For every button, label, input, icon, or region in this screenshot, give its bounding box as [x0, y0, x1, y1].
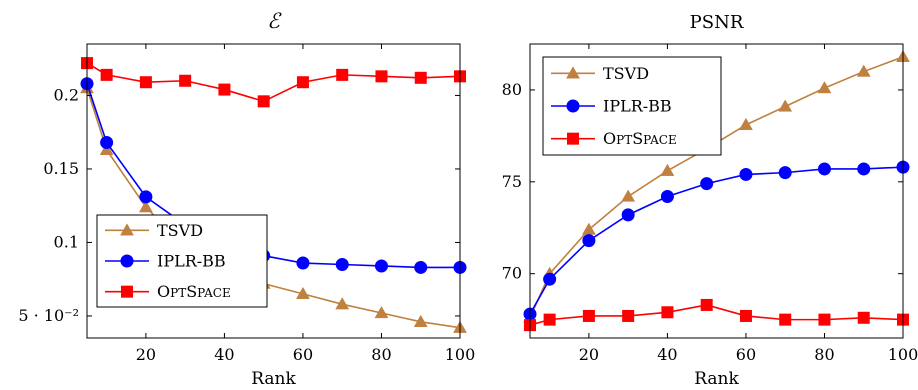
data-point-iplrbb: [296, 256, 310, 270]
x-axis-label: Rank: [251, 369, 296, 389]
legend-marker: [567, 132, 579, 145]
y-tick-label: 0.15: [43, 159, 79, 178]
data-point-iplrbb: [100, 135, 114, 149]
plot-frame: [86, 43, 461, 339]
data-point-optspace: [739, 309, 752, 322]
data-point-optspace: [818, 313, 831, 326]
data-point-tsvd: [856, 64, 871, 77]
data-point-tsvd: [296, 286, 310, 300]
plot-frame: [529, 43, 904, 339]
data-point-optspace: [375, 70, 388, 83]
x-tick-label: 60: [736, 345, 756, 364]
data-point-iplrbb: [543, 272, 557, 286]
data-point-optspace: [179, 74, 192, 87]
data-point-optspace: [543, 313, 556, 326]
legend-label: TSVD: [157, 221, 203, 240]
legend: TSVD IPLR-BB OPTSPACE: [96, 214, 268, 308]
x-tick-label: 80: [371, 345, 391, 364]
data-point-iplrbb: [660, 190, 674, 204]
legend-marker: [120, 223, 134, 236]
data-point-optspace: [622, 309, 635, 322]
data-point-iplrbb: [374, 259, 388, 273]
data-point-optspace: [857, 311, 870, 324]
legend-marker: [120, 254, 134, 268]
data-point-tsvd: [778, 99, 793, 112]
data-point-optspace: [779, 313, 792, 326]
data-point-tsvd: [621, 189, 636, 202]
legend-label: IPLR-BB: [603, 97, 672, 116]
data-point-iplrbb: [582, 234, 596, 248]
data-point-optspace: [218, 83, 231, 96]
legend-label: OPTSPACE: [603, 129, 677, 148]
legend-label: TSVD: [603, 64, 649, 83]
legend-marker: [566, 99, 580, 113]
psnr-chart: PSNR 20 40 60 80 100 70 75 80 Rank TSVD IPLR-BB OPTS…: [502, 12, 918, 389]
data-point-optspace: [296, 76, 309, 89]
data-point-iplrbb: [739, 167, 753, 181]
data-point-tsvd: [739, 117, 753, 130]
data-point-tsvd: [817, 81, 832, 94]
chart-title: ℰ: [267, 9, 282, 33]
data-point-tsvd: [138, 200, 153, 213]
x-tick-label: 60: [293, 345, 313, 364]
y-tick-label: 75: [502, 172, 522, 191]
data-point-iplrbb: [778, 166, 792, 180]
y-tick-label: 5 · 10⁻²: [18, 306, 79, 325]
legend: TSVD IPLR-BB OPTSPACE: [542, 56, 722, 156]
x-tick-label: 80: [814, 345, 834, 364]
data-point-iplrbb: [857, 162, 871, 176]
data-point-iplrbb: [414, 260, 428, 274]
data-point-iplrbb: [335, 258, 349, 271]
data-point-iplrbb: [700, 177, 714, 191]
data-point-tsvd: [99, 142, 114, 155]
y-tick-label: 0.1: [54, 232, 79, 251]
data-point-tsvd: [374, 306, 389, 319]
data-point-optspace: [336, 68, 349, 81]
x-tick-label: 40: [657, 345, 677, 364]
data-point-optspace: [414, 71, 427, 84]
legend-label: OPTSPACE: [157, 282, 231, 301]
data-point-tsvd: [660, 163, 675, 176]
data-point-optspace: [582, 309, 595, 322]
chart-title: PSNR: [690, 12, 744, 33]
x-tick-label: 40: [214, 345, 234, 364]
legend-marker: [566, 66, 580, 79]
data-point-iplrbb: [139, 190, 153, 204]
data-point-tsvd: [335, 297, 350, 310]
x-tick-label: 20: [579, 345, 599, 364]
y-tick-label: 70: [502, 264, 522, 283]
data-point-iplrbb: [621, 208, 635, 222]
data-point-tsvd: [413, 314, 428, 327]
legend-marker: [121, 285, 133, 298]
x-axis-label: Rank: [694, 369, 739, 389]
data-point-optspace: [100, 68, 113, 81]
x-tick-label: 20: [136, 345, 156, 364]
y-tick-label: 80: [502, 80, 522, 99]
legend-label: IPLR-BB: [157, 252, 226, 271]
data-point-optspace: [661, 306, 674, 319]
y-tick-label: 0.2: [54, 85, 79, 104]
data-point-optspace: [257, 95, 270, 108]
x-tick-label: 100: [445, 345, 476, 364]
data-point-optspace: [139, 76, 152, 89]
error-chart: ℰ 20 40 60 80 100 5 · 10⁻² 0.1 0.15 0.2 Rank TSVD IP…: [18, 9, 475, 389]
data-point-iplrbb: [817, 162, 831, 176]
data-point-optspace: [700, 298, 713, 311]
x-tick-label: 100: [888, 345, 918, 364]
